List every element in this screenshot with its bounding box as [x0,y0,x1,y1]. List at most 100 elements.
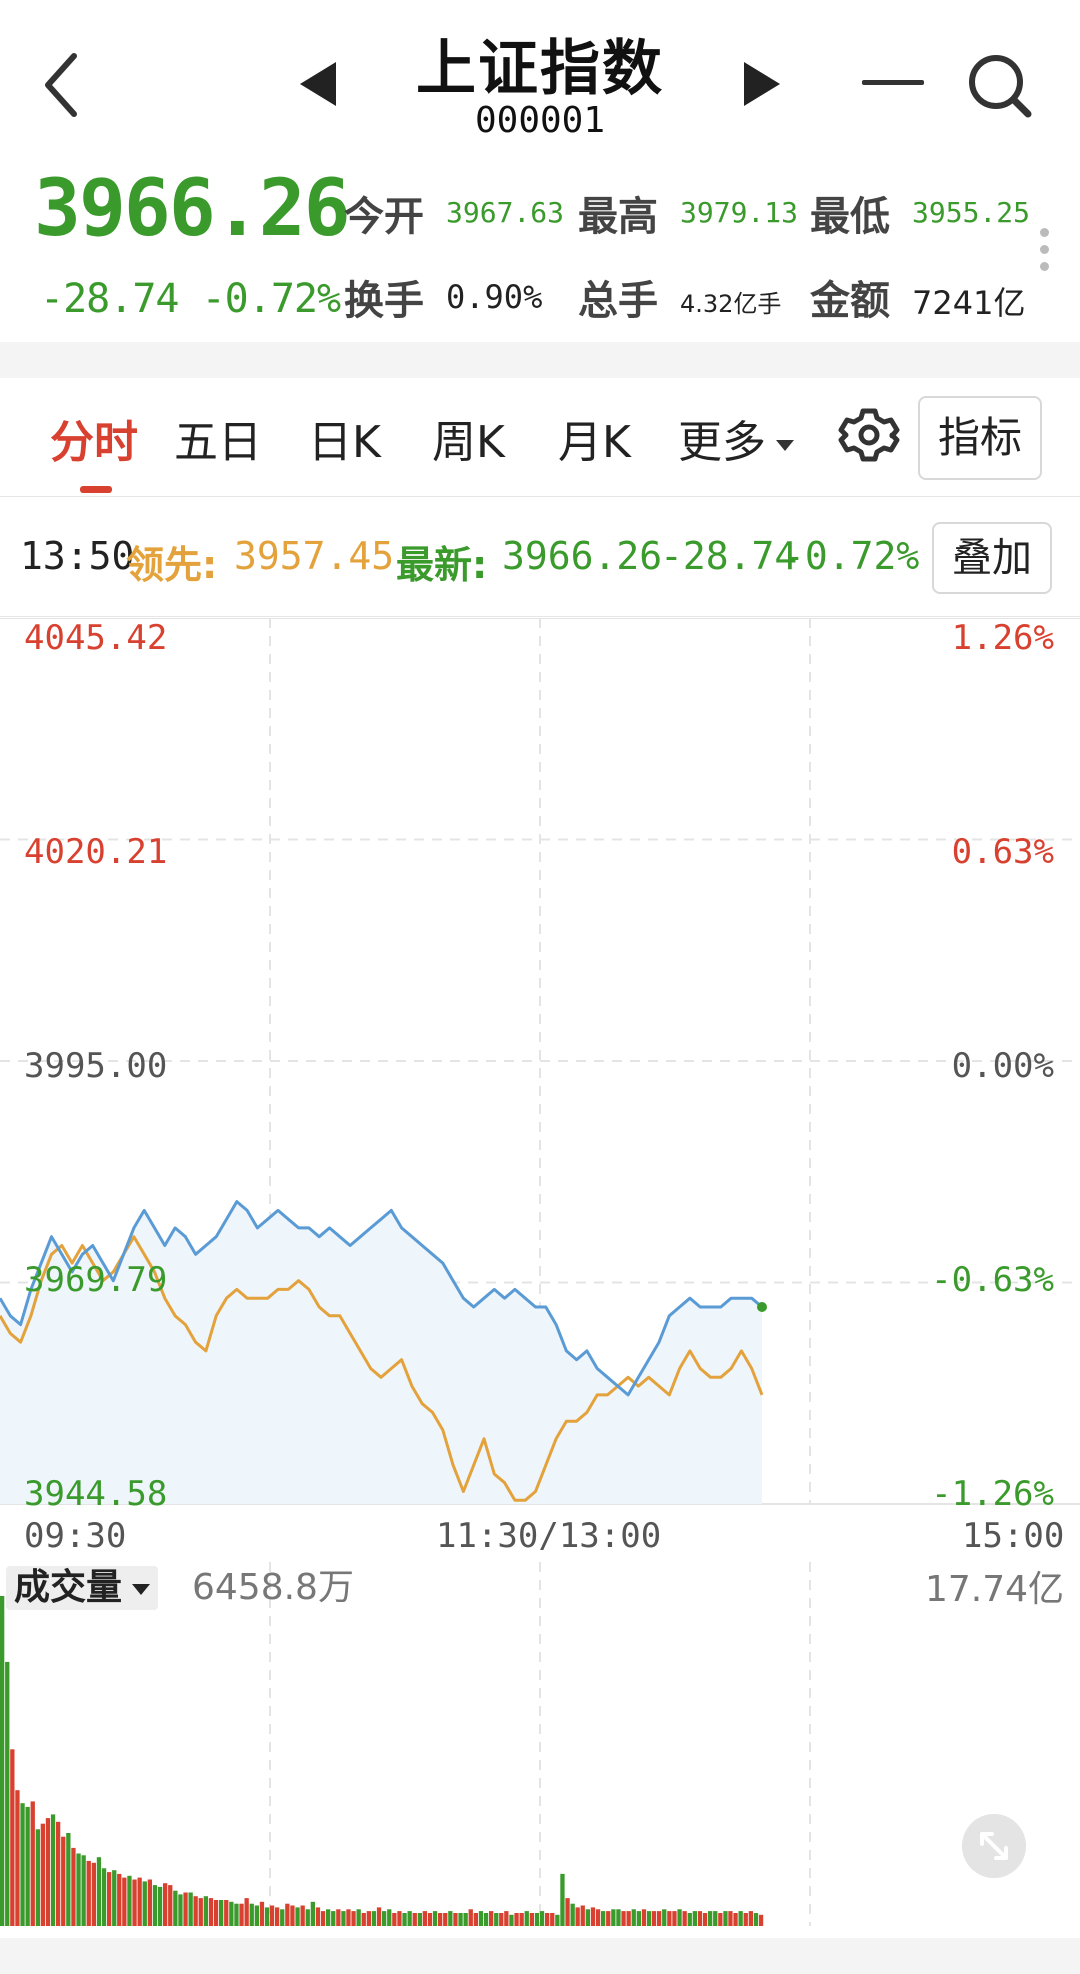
tab-intraday[interactable]: 分时 [50,417,138,468]
volume-bar [66,1833,71,1926]
volume-bar [677,1909,682,1926]
volume-bar [392,1913,397,1926]
volume-bar [300,1905,305,1926]
volume-current: 6458.8万 [192,1567,354,1608]
volume-bar [514,1913,519,1926]
chart-tabs: 分时 五日 日K 周K 月K 更多 [0,378,1080,497]
volume-bar [132,1879,137,1926]
volume-bar [239,1903,244,1926]
volume-caret-icon [132,1583,151,1595]
tab-daily-k[interactable]: 日K [308,417,381,468]
expand-icon[interactable] [962,1814,1026,1878]
volume-bar [504,1911,509,1926]
volume-bar [0,1596,5,1926]
volume-bar [728,1911,733,1926]
indicator-button[interactable]: 指标 [918,396,1042,480]
volume-bar [264,1907,270,1926]
cursor-time: 13:50 [20,534,135,578]
minus-icon[interactable] [862,80,924,85]
volume-bar [341,1911,346,1926]
prev-stock-icon[interactable] [296,58,340,110]
volume-bar [489,1911,494,1926]
volume-bar [565,1898,570,1926]
volume-bar [534,1913,540,1926]
change-percent: -0.72% [201,276,341,322]
next-stock-icon[interactable] [740,58,784,110]
volume-bar [30,1801,35,1926]
volume-bar [692,1911,697,1926]
volume-chart-svg [0,1562,811,1926]
volume-bar [259,1901,265,1926]
volume-bar [575,1907,580,1926]
volume-bar [702,1913,708,1926]
tab-monthly-k[interactable]: 月K [558,417,631,468]
volume-bar [91,1862,96,1926]
active-tab-indicator [80,486,112,493]
volume-bar [443,1913,448,1926]
volume-bar [585,1909,590,1926]
open-label: 今开 [344,194,424,240]
volume-bar [687,1913,692,1926]
volume-bar [346,1909,351,1926]
x-label-close: 15:00 [962,1516,1065,1556]
volume-bar [20,1803,25,1926]
high-value: 3979.13 [680,196,799,229]
turnover-label: 换手 [344,278,424,324]
volume-bar [147,1879,152,1926]
volume-bar [601,1911,606,1926]
volume-bar [269,1905,275,1926]
y-label-right-4: -1.26% [931,1474,1054,1514]
volume-bar [382,1911,387,1926]
volume-bar [229,1901,234,1926]
volume-bar [448,1911,453,1926]
price-change: -28.74 -0.72% [40,276,341,322]
volume-bar [112,1870,117,1926]
volume-bar [494,1913,499,1926]
tab-weekly-k[interactable]: 周K [432,417,505,468]
volume-bar [208,1898,214,1926]
latest-value: 3966.26 [502,534,663,578]
volume-bar [570,1903,575,1926]
volume-bar [422,1911,427,1926]
page-title: 上证指数 [416,34,664,104]
amount-label: 金额 [810,278,890,324]
volume-bar [616,1909,621,1926]
volume-bar [473,1913,478,1926]
volume-bar [336,1909,341,1926]
volume-bar [397,1911,402,1926]
volume-bar [86,1860,91,1926]
tab-more[interactable]: 更多 [678,406,794,470]
volume-bar [387,1909,392,1926]
volume-bar [61,1836,66,1926]
lead-value: 3957.45 [234,534,395,578]
search-icon[interactable] [966,52,1032,118]
volume-bar [682,1911,687,1926]
volume-selector[interactable]: 成交量 [6,1566,159,1610]
volume-bar [743,1913,748,1926]
volume-bar [606,1911,611,1926]
volume-bar [35,1829,40,1926]
overlay-button[interactable]: 叠加 [932,522,1052,594]
more-dots-icon[interactable] [1040,228,1050,279]
volume-bar [453,1913,458,1926]
volume-bar [468,1909,473,1926]
volume-bar [76,1853,81,1926]
tab-five-day[interactable]: 五日 [174,417,262,468]
volume-bar [478,1911,484,1926]
volume-bar [331,1911,336,1926]
intraday-chart: 4045.42 4020.21 3995.00 3969.79 3944.58 … [0,618,1080,1518]
volume-bar [188,1892,193,1926]
stock-code: 000001 [474,100,606,141]
volume-bar [173,1890,178,1926]
volume-bar [519,1913,524,1926]
open-value: 3967.63 [446,196,565,229]
lead-label: 领先: [126,543,218,587]
settings-gear-icon[interactable] [838,404,900,466]
back-arrow-icon[interactable] [40,50,80,120]
volume-bar [117,1873,122,1926]
volume-bar [641,1909,647,1926]
volume-bar [713,1911,718,1926]
volume-bar [697,1911,703,1926]
volume-bar [163,1883,168,1926]
volume-bar [254,1905,259,1926]
